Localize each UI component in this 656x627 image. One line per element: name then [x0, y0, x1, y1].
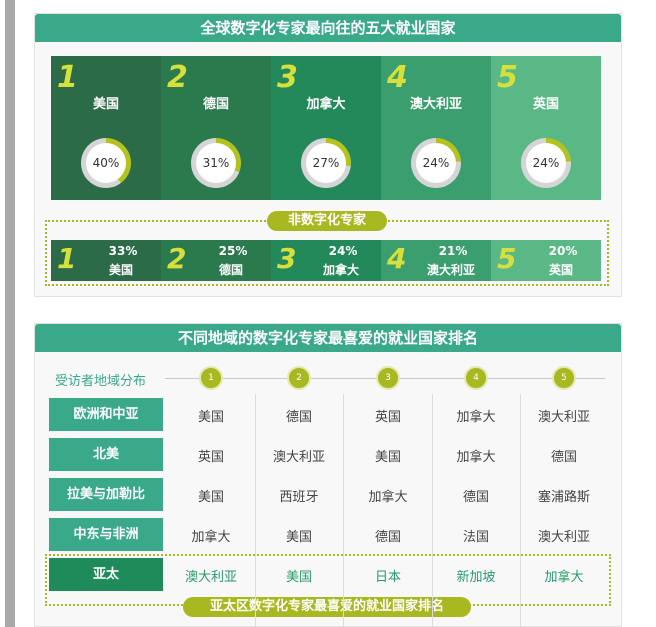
ranked-country: 加拿大	[544, 570, 584, 585]
country-name: 英国	[532, 97, 559, 112]
panel-title: 不同地域的数字化专家最喜爱的就业国家排名	[35, 324, 621, 352]
header-label: 受访者地域分布	[55, 374, 147, 389]
ranked-country: 美国	[197, 410, 224, 425]
non-digital-item: 2 25% 德国	[161, 240, 271, 281]
ranked-country: 美国	[197, 490, 224, 505]
left-scrollbar	[5, 0, 15, 627]
region-label: 北美	[49, 438, 163, 471]
rank-number: 4	[387, 242, 407, 275]
rank-circle: 1	[199, 366, 223, 390]
non-digital-item: 3 24% 加拿大	[271, 240, 381, 281]
percent-value: 40%	[86, 143, 126, 183]
rank-circle: 4	[464, 366, 488, 390]
country-name: 德国	[218, 263, 243, 277]
rank-number: 3	[277, 242, 297, 275]
non-digital-row: 1 33% 美国 2 25% 德国 3 24% 加拿大 4 21% 澳大利亚 5 20%…	[51, 240, 601, 281]
ranked-country: 美国	[285, 530, 312, 545]
column-divider	[432, 394, 433, 626]
percent-ring: 24%	[411, 138, 461, 188]
country-name: 澳大利亚	[409, 97, 462, 112]
rank-circle: 5	[552, 366, 576, 390]
percent-value: 20%	[548, 244, 578, 258]
column-divider	[343, 394, 344, 626]
rank-number: 2	[167, 60, 188, 95]
ranked-country: 日本	[374, 570, 401, 585]
rank-number: 4	[387, 60, 408, 95]
ranked-country: 加拿大	[456, 410, 496, 425]
country-name: 美国	[108, 263, 133, 277]
ranked-country: 德国	[285, 410, 312, 425]
ranked-country: 澳大利亚	[272, 450, 325, 465]
region-label: 中东与非洲	[49, 518, 163, 551]
percent-value: 24%	[416, 143, 456, 183]
percent-value: 27%	[306, 143, 346, 183]
rank-number: 3	[277, 60, 298, 95]
rank-circle: 2	[287, 366, 311, 390]
country-name: 德国	[202, 97, 229, 112]
column-divider	[520, 394, 521, 626]
percent-ring: 40%	[81, 138, 131, 188]
ranked-country: 加拿大	[456, 450, 496, 465]
country-name: 英国	[548, 263, 573, 277]
ranked-country: 澳大利亚	[537, 530, 590, 545]
country-card: 3 加拿大 27%	[271, 56, 381, 200]
country-name: 加拿大	[322, 263, 359, 277]
region-label: 欧洲和中亚	[49, 398, 163, 431]
country-name: 加拿大	[306, 97, 346, 112]
non-digital-label: 非数字化专家	[267, 211, 387, 231]
rank-number: 2	[167, 242, 187, 275]
top5-cards: 1 美国 40% 2 德国 31% 3 加拿大 27% 4 澳大利亚 24% 5 英国 …	[51, 56, 601, 200]
asia-pacific-label: 亚太区数字化专家最喜爱的就业国家排名	[183, 597, 471, 617]
ranked-country: 澳大利亚	[537, 410, 590, 425]
non-digital-item: 4 21% 澳大利亚	[381, 240, 491, 281]
non-digital-item: 1 33% 美国	[51, 240, 161, 281]
percent-value: 21%	[438, 244, 468, 258]
country-card: 2 德国 31%	[161, 56, 271, 200]
percent-ring: 24%	[521, 138, 571, 188]
ranked-country: 法国	[462, 530, 489, 545]
column-divider	[255, 394, 256, 626]
ranked-country: 西班牙	[279, 490, 319, 505]
rank-header: 受访者地域分布 1 2 3 4 5	[35, 366, 623, 390]
top-countries-panel: 全球数字化专家最向往的五大就业国家 1 美国 40% 2 德国 31% 3 加拿大 …	[34, 13, 622, 297]
ranked-country: 德国	[462, 490, 489, 505]
rank-number: 5	[497, 242, 517, 275]
country-card: 5 英国 24%	[491, 56, 601, 200]
region-label: 亚太	[49, 558, 163, 591]
ranked-country: 英国	[374, 410, 401, 425]
ranked-country: 美国	[374, 450, 401, 465]
ranked-country: 加拿大	[191, 530, 231, 545]
percent-value: 24%	[526, 143, 566, 183]
ranked-country: 加拿大	[368, 490, 408, 505]
rank-number: 1	[57, 242, 77, 275]
percent-value: 25%	[218, 244, 248, 258]
rank-number: 5	[497, 60, 518, 95]
percent-value: 24%	[328, 244, 358, 258]
region-label: 拉美与加勒比	[49, 478, 163, 511]
rank-circle: 3	[376, 366, 400, 390]
country-name: 澳大利亚	[426, 263, 475, 277]
region-ranking-panel: 不同地域的数字化专家最喜爱的就业国家排名 受访者地域分布 1 2 3 4 5 亚太区数字…	[34, 323, 622, 627]
rank-number: 1	[57, 60, 78, 95]
country-card: 4 澳大利亚 24%	[381, 56, 491, 200]
ranked-country: 英国	[197, 450, 224, 465]
ranked-country: 德国	[374, 530, 401, 545]
non-digital-item: 5 20% 英国	[491, 240, 601, 281]
country-card: 1 美国 40%	[51, 56, 161, 200]
percent-value: 31%	[196, 143, 236, 183]
ranked-country: 德国	[550, 450, 577, 465]
panel-title: 全球数字化专家最向往的五大就业国家	[35, 14, 621, 42]
ranked-country: 塞浦路斯	[537, 490, 590, 505]
ranked-country: 新加坡	[456, 570, 496, 585]
percent-value: 33%	[108, 244, 138, 258]
percent-ring: 31%	[191, 138, 241, 188]
percent-ring: 27%	[301, 138, 351, 188]
country-name: 美国	[92, 97, 119, 112]
ranked-country: 美国	[285, 570, 312, 585]
ranked-country: 澳大利亚	[184, 570, 237, 585]
